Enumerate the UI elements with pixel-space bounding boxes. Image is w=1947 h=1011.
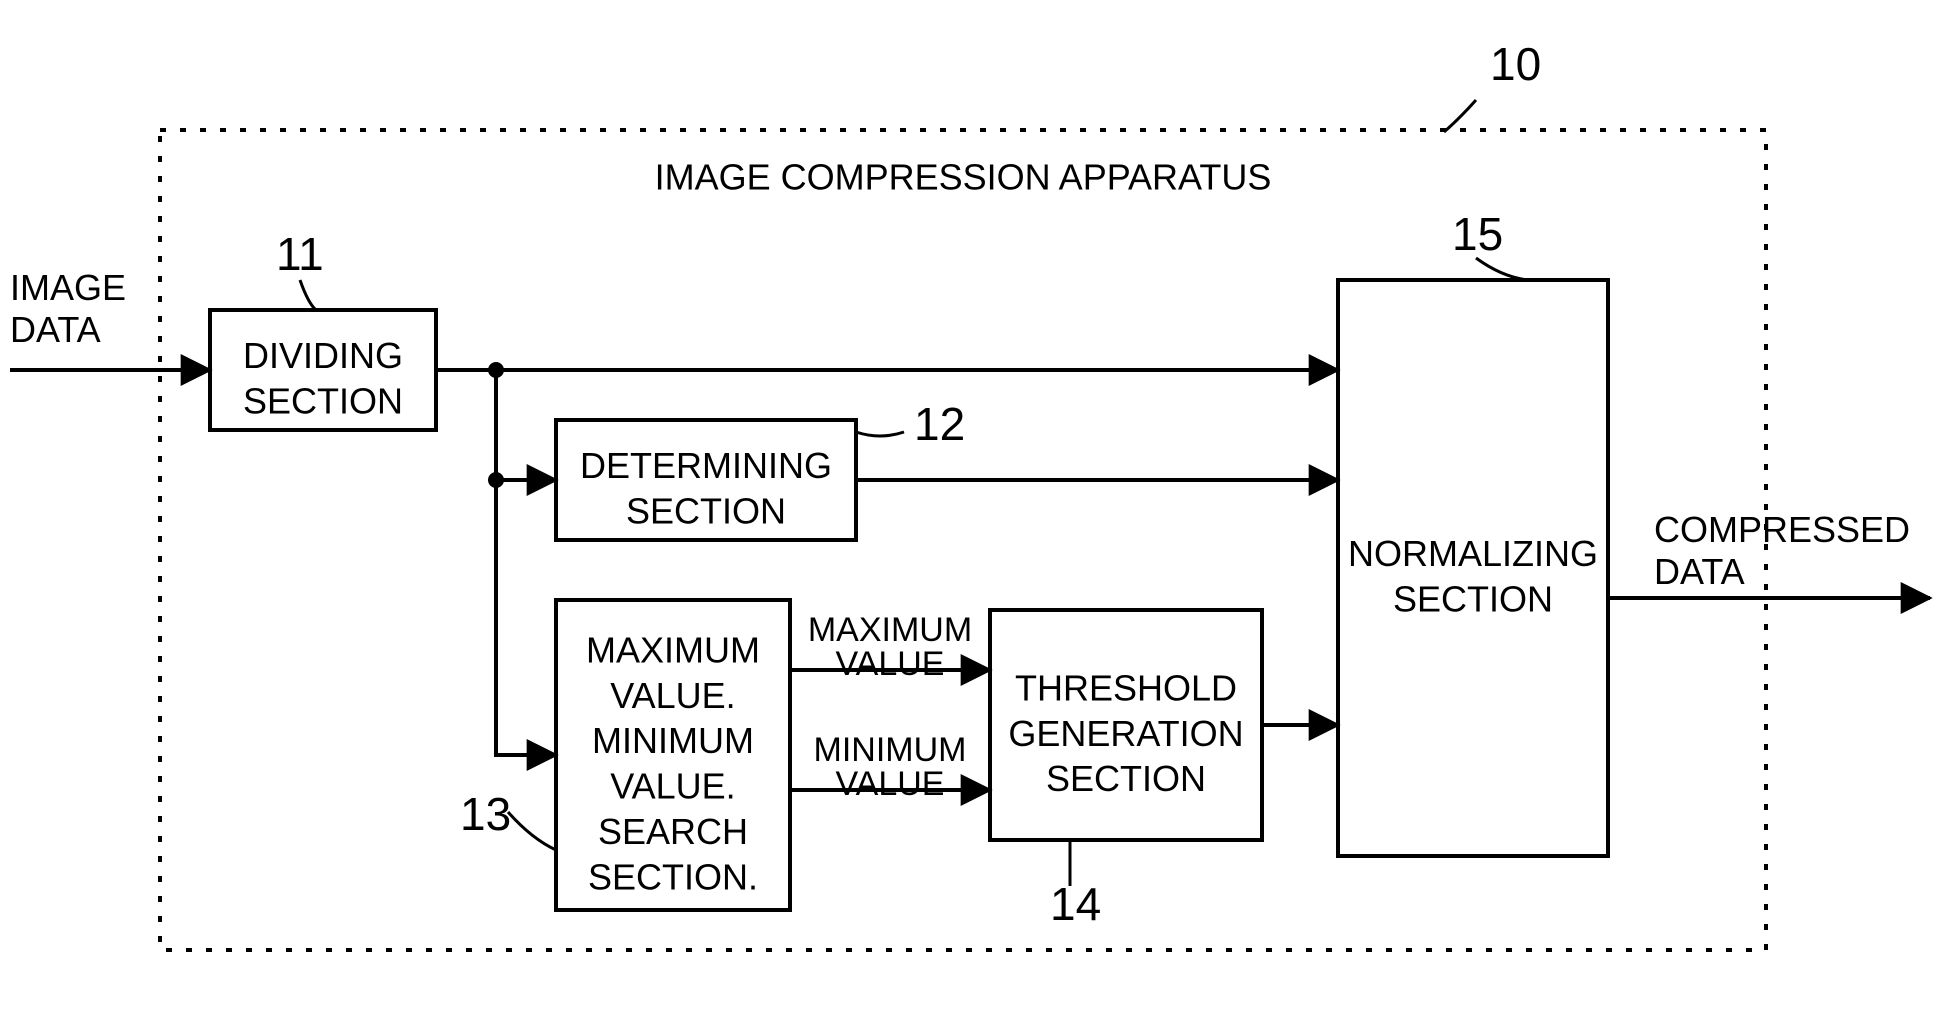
ref-label-12-leader xyxy=(856,432,904,436)
input-label-line2: DATA xyxy=(10,309,101,350)
output-label-line1: COMPRESSED xyxy=(1654,509,1910,550)
ref-label-13: 13 xyxy=(460,788,511,840)
ref-label-12: 12 xyxy=(914,398,965,450)
block-threshold-line2: SECTION xyxy=(1046,758,1206,799)
block-minmax-line4: SEARCH xyxy=(598,811,748,852)
block-minmax-line5: SECTION. xyxy=(588,856,758,897)
edge-j2-minmax xyxy=(496,480,556,755)
edge-label-max-2: VALUE xyxy=(836,645,945,683)
ref-label-15-leader xyxy=(1476,258,1528,280)
apparatus-title: IMAGE COMPRESSION APPARATUS xyxy=(655,157,1272,198)
ref-label-14: 14 xyxy=(1050,878,1101,930)
block-determining-line1: SECTION xyxy=(626,491,786,532)
block-threshold-line1: GENERATION xyxy=(1008,713,1243,754)
block-normalizing-line1: SECTION xyxy=(1393,579,1553,620)
ref-label-11: 11 xyxy=(276,228,324,280)
edge-label-min-2: VALUE xyxy=(836,765,945,803)
ref-leader-10 xyxy=(1444,100,1476,132)
input-label-line1: IMAGE xyxy=(10,267,126,308)
block-threshold-line0: THRESHOLD xyxy=(1015,667,1237,708)
block-minmax-line3: VALUE. xyxy=(610,766,735,807)
ref-label-15: 15 xyxy=(1452,208,1503,260)
ref-label-11-leader xyxy=(300,280,316,310)
ref-label-13-leader xyxy=(508,812,556,850)
block-normalizing-line0: NORMALIZING xyxy=(1348,533,1598,574)
ref-label-10: 10 xyxy=(1490,38,1541,90)
block-minmax-line2: MINIMUM xyxy=(592,720,754,761)
output-label-line2: DATA xyxy=(1654,551,1745,592)
block-dividing-line0: DIVIDING xyxy=(243,335,403,376)
block-minmax-line1: VALUE. xyxy=(610,675,735,716)
block-minmax-line0: MAXIMUM xyxy=(586,629,760,670)
edge-label-max-1: MAXIMUM xyxy=(808,611,972,649)
block-dividing-line1: SECTION xyxy=(243,381,403,422)
edge-label-min-1: MINIMUM xyxy=(814,731,967,769)
block-determining-line0: DETERMINING xyxy=(580,445,832,486)
